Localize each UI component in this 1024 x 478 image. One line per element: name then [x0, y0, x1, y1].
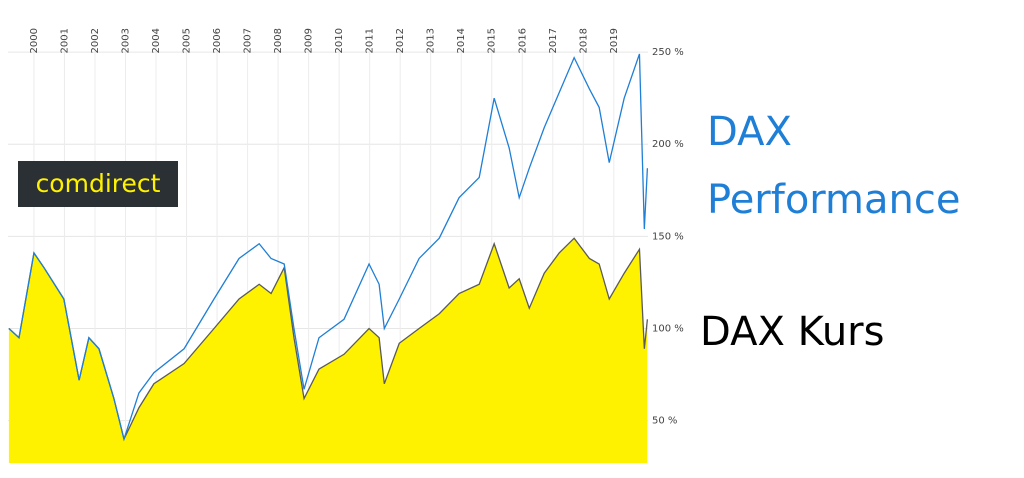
x-tick-label: 2005 — [182, 28, 193, 53]
x-tick-label: 2010 — [334, 28, 345, 53]
x-tick-label: 2008 — [273, 28, 284, 53]
x-tick-label: 2007 — [243, 28, 254, 53]
x-tick-label: 2013 — [426, 28, 437, 53]
x-tick-label: 2014 — [456, 28, 467, 53]
x-tick-label: 2001 — [59, 28, 70, 53]
x-tick-label: 2002 — [90, 28, 101, 53]
y-tick-label: 100 % — [652, 323, 684, 334]
y-tick-label: 250 % — [652, 47, 684, 58]
x-tick-label: 2015 — [487, 28, 498, 53]
x-tick-label: 2019 — [609, 28, 620, 53]
x-tick-label: 2000 — [29, 28, 40, 53]
line — [8, 53, 649, 442]
x-tick-label: 2003 — [121, 28, 132, 53]
x-tick-label: 2017 — [548, 28, 559, 53]
x-tick-label: 2018 — [578, 28, 589, 53]
x-tick-label: 2016 — [517, 28, 528, 53]
y-tick-label: 50 % — [652, 416, 677, 427]
x-tick-label: 2009 — [304, 28, 315, 53]
x-tick-label: 2012 — [395, 28, 406, 53]
x-tick-label: 2006 — [212, 28, 223, 53]
area — [8, 238, 648, 463]
series-label: DAX Kurs — [700, 309, 885, 355]
series-label: DAX Performance — [707, 109, 961, 223]
x-tick-label: 2011 — [365, 28, 376, 53]
y-tick-label: 150 % — [652, 231, 684, 242]
y-tick-label: 200 % — [652, 139, 684, 150]
x-tick-label: 2004 — [151, 28, 162, 53]
logo: comdirect — [18, 161, 178, 207]
